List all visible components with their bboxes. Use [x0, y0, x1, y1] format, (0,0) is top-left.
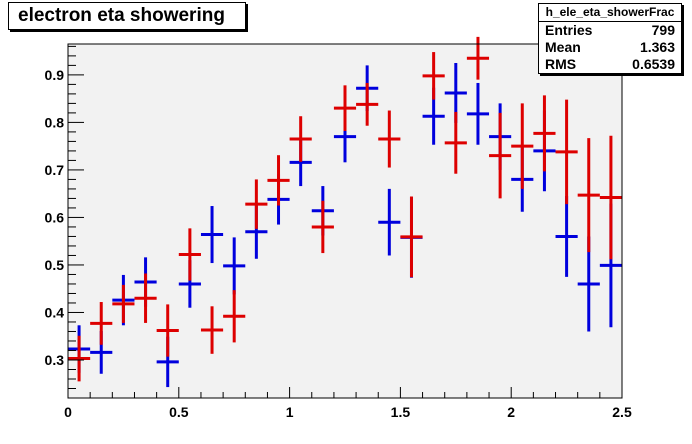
mean-value: 1.363	[639, 39, 675, 55]
data-point	[422, 52, 445, 100]
data-point	[577, 236, 600, 332]
entries-label: Entries	[545, 22, 593, 38]
data-point	[599, 135, 622, 260]
x-tick-label: 1.5	[391, 404, 411, 420]
y-tick-label: 0.5	[45, 257, 65, 273]
stats-row-rms: RMS 0.6539	[545, 56, 675, 73]
plot-frame	[67, 43, 623, 399]
y-tick-label: 0.6	[45, 209, 65, 225]
data-point	[267, 155, 290, 206]
data-point	[90, 302, 113, 345]
data-point	[134, 273, 157, 323]
x-tick-label: 0.5	[169, 404, 189, 420]
data-point	[200, 206, 224, 264]
data-point	[223, 237, 246, 295]
x-tick-label: 1	[286, 404, 294, 420]
data-point	[200, 306, 224, 354]
stats-box: h_ele_eta_showerFrac Entries 799 Mean 1.…	[538, 3, 682, 74]
y-tick-label: 0.4	[45, 304, 65, 320]
data-marks	[68, 36, 622, 388]
y-tick-label: 0.8	[45, 114, 65, 130]
data-point	[400, 196, 423, 278]
data-point	[533, 95, 556, 172]
data-point	[466, 82, 490, 145]
data-point	[112, 284, 135, 323]
y-tick-label: 0.3	[45, 352, 65, 368]
data-point	[289, 116, 312, 162]
data-point	[489, 112, 512, 199]
entries-value: 799	[651, 22, 675, 38]
x-tick-label: 2	[507, 404, 515, 420]
mean-label: Mean	[545, 39, 581, 55]
y-tick-label: 0.9	[45, 67, 65, 83]
data-point	[311, 200, 334, 254]
x-tick-label: 0	[64, 404, 72, 420]
axes: 0 0.5 1 1.5 2 2.5 0.3 0.4 0.5 0.6 0.7 0.8 0.9	[45, 45, 632, 420]
data-point	[333, 85, 357, 131]
data-point	[378, 110, 401, 168]
data-point	[555, 99, 578, 205]
title-box: electron eta showering	[8, 2, 246, 30]
data-point	[178, 228, 201, 281]
data-point	[68, 335, 91, 382]
data-point	[555, 196, 578, 277]
data-point	[156, 304, 179, 357]
histogram-name: h_ele_eta_showerFrac	[539, 4, 681, 22]
stats-row-entries: Entries 799	[545, 22, 675, 39]
stats-row-mean: Mean 1.363	[545, 39, 675, 56]
data-point	[577, 138, 600, 253]
data-point	[378, 188, 401, 256]
rms-value: 0.6539	[632, 56, 675, 72]
y-tick-label: 0.7	[45, 162, 65, 178]
data-point	[223, 290, 246, 343]
rms-label: RMS	[545, 56, 577, 72]
data-point	[511, 103, 534, 189]
data-point	[245, 179, 268, 229]
data-point	[356, 82, 379, 126]
x-tick-label: 2.5	[612, 404, 632, 420]
data-point	[444, 111, 467, 174]
chart-title: electron eta showering	[18, 5, 225, 26]
